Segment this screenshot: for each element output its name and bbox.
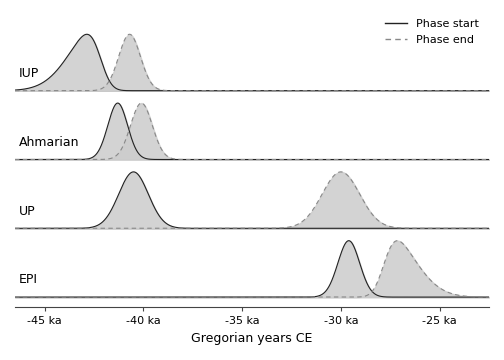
Text: EPI: EPI xyxy=(19,273,38,287)
Legend: Phase start, Phase end: Phase start, Phase end xyxy=(381,15,483,49)
X-axis label: Gregorian years CE: Gregorian years CE xyxy=(192,332,312,345)
Text: Ahmarian: Ahmarian xyxy=(19,136,80,149)
Text: IUP: IUP xyxy=(19,67,39,80)
Text: UP: UP xyxy=(19,204,36,217)
